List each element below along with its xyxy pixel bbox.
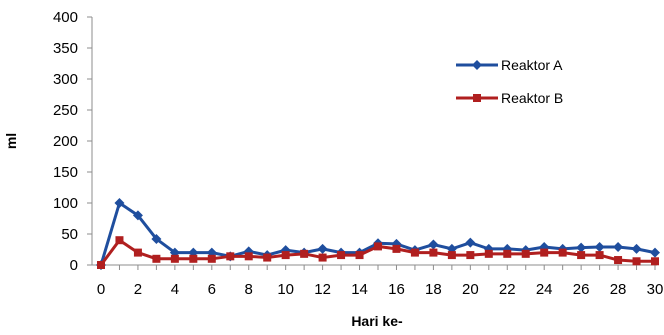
data-point-reaktor-b xyxy=(97,261,105,269)
data-point-reaktor-b xyxy=(226,252,235,261)
y-tick-label: 200 xyxy=(53,133,78,150)
y-tick-label: 100 xyxy=(53,195,78,212)
data-point-reaktor-a xyxy=(465,237,476,248)
data-point-reaktor-b xyxy=(410,248,419,257)
data-point-reaktor-b xyxy=(540,248,549,257)
data-point-reaktor-b xyxy=(337,251,346,260)
legend-swatch-marker xyxy=(473,94,481,102)
y-axis-ticks: 0 50 100 150 200 250 300 350 400 xyxy=(53,9,92,274)
legend-item-reaktor-b: Reaktor B xyxy=(456,90,563,106)
y-axis-title-text: ml xyxy=(3,133,19,149)
x-axis-title: Hari ke- xyxy=(351,313,403,329)
data-point-reaktor-b xyxy=(632,257,641,266)
data-point-reaktor-a xyxy=(594,242,605,253)
data-point-reaktor-b xyxy=(244,252,253,261)
data-point-reaktor-a xyxy=(613,242,624,253)
x-tick-label: 30 xyxy=(647,281,664,298)
data-point-reaktor-a xyxy=(428,239,439,250)
x-tick-label: 0 xyxy=(97,281,105,298)
data-point-reaktor-a xyxy=(650,247,660,258)
x-tick-label: 2 xyxy=(134,281,142,298)
y-tick-label: 0 xyxy=(70,257,78,274)
x-tick-label: 20 xyxy=(462,281,479,298)
data-point-reaktor-a xyxy=(151,233,162,244)
data-point-reaktor-b xyxy=(355,251,364,260)
x-tick-label: 18 xyxy=(425,281,442,298)
x-tick-label: 10 xyxy=(277,281,294,298)
x-tick-label: 14 xyxy=(351,281,368,298)
data-point-reaktor-b xyxy=(152,254,161,263)
data-point-reaktor-b xyxy=(577,251,586,260)
y-tick-label: 400 xyxy=(53,9,78,26)
y-tick-label: 150 xyxy=(53,164,78,181)
y-tick-label: 50 xyxy=(61,226,78,243)
y-tick-label: 300 xyxy=(53,71,78,88)
data-point-reaktor-b xyxy=(447,251,456,260)
x-tick-label: 22 xyxy=(499,281,516,298)
y-tick-label: 250 xyxy=(53,102,78,119)
x-tick-label: 16 xyxy=(388,281,405,298)
data-point-reaktor-b xyxy=(595,251,604,260)
data-point-reaktor-b xyxy=(392,244,401,253)
series-reaktor-b xyxy=(97,236,659,269)
data-point-reaktor-b xyxy=(466,251,475,260)
data-point-reaktor-b xyxy=(281,251,290,260)
data-point-reaktor-b xyxy=(614,256,623,265)
legend-label: Reaktor A xyxy=(501,57,563,73)
data-point-reaktor-b xyxy=(484,249,493,258)
x-axis-ticks: 0 2 4 6 8 10 12 14 16 18 20 22 24 26 28 30 xyxy=(97,265,664,298)
y-axis-title: ml xyxy=(3,133,19,149)
x-tick-label: 12 xyxy=(314,281,331,298)
x-tick-label: 6 xyxy=(208,281,216,298)
data-point-reaktor-b xyxy=(300,249,309,258)
x-tick-label: 26 xyxy=(573,281,590,298)
data-point-reaktor-a xyxy=(576,242,587,253)
data-point-reaktor-b xyxy=(189,254,198,263)
data-point-reaktor-b xyxy=(170,254,179,263)
data-point-reaktor-b xyxy=(521,249,530,258)
y-tick-label: 350 xyxy=(53,40,78,57)
data-point-reaktor-b xyxy=(503,249,512,258)
x-tick-label: 8 xyxy=(245,281,253,298)
data-point-reaktor-b xyxy=(133,248,142,257)
data-point-reaktor-b xyxy=(318,253,327,262)
data-point-reaktor-a xyxy=(317,243,328,254)
data-point-reaktor-a xyxy=(132,210,143,221)
data-point-reaktor-a xyxy=(631,243,642,254)
data-point-reaktor-b xyxy=(429,248,438,257)
data-point-reaktor-b xyxy=(374,242,382,251)
x-tick-label: 28 xyxy=(610,281,627,298)
legend-swatch-marker xyxy=(472,60,482,70)
x-tick-label: 4 xyxy=(171,281,179,298)
legend-item-reaktor-a: Reaktor A xyxy=(456,57,563,73)
series-line-reaktor-a xyxy=(99,201,656,266)
data-point-reaktor-a xyxy=(114,198,125,208)
data-point-reaktor-b xyxy=(207,254,216,263)
data-point-reaktor-b xyxy=(115,236,124,245)
series-layer xyxy=(96,198,660,270)
legend: Reaktor A Reaktor B xyxy=(456,57,563,106)
data-point-reaktor-b xyxy=(263,253,272,262)
data-point-reaktor-b xyxy=(651,257,659,266)
data-point-reaktor-b xyxy=(558,248,567,257)
legend-label: Reaktor B xyxy=(501,90,563,106)
x-tick-label: 24 xyxy=(536,281,553,298)
